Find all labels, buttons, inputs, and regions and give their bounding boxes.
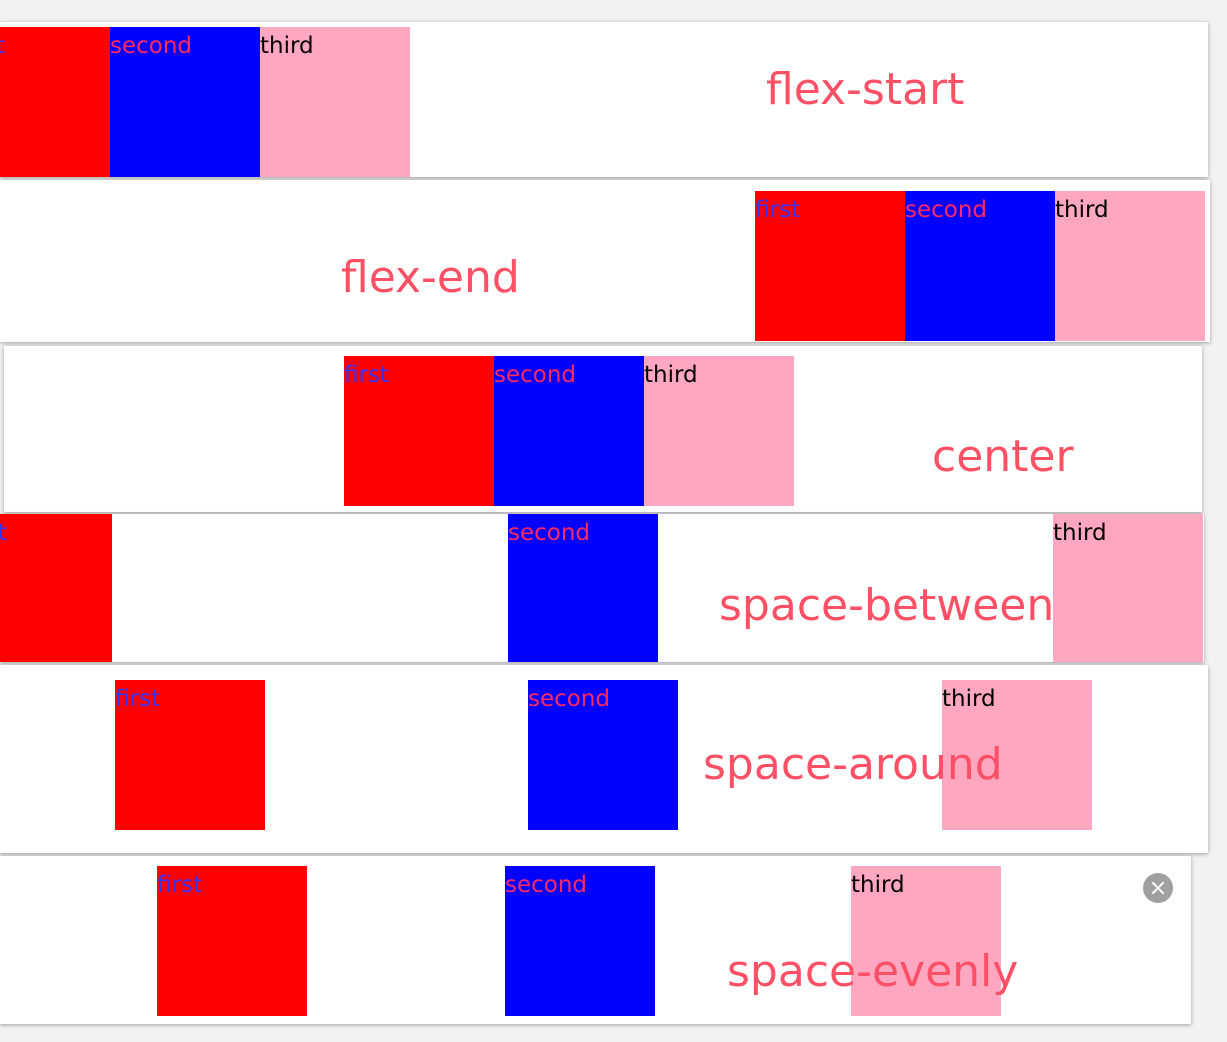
box-first: first — [344, 356, 494, 506]
close-icon[interactable] — [1143, 873, 1173, 903]
box-first: first — [0, 514, 112, 662]
row-label: space-evenly — [727, 946, 1019, 997]
box-first: first — [0, 27, 110, 177]
box-second: second — [528, 680, 678, 830]
box-third: third — [1055, 191, 1205, 341]
box-second: second — [494, 356, 644, 506]
box-second: second — [905, 191, 1055, 341]
row-label: flex-end — [341, 252, 520, 303]
box-first: first — [755, 191, 905, 341]
row-label: space-around — [703, 739, 1003, 790]
row-label: center — [932, 431, 1074, 482]
row-space-between: first second third space-between — [0, 514, 1204, 662]
row-center: first second third center — [4, 346, 1202, 512]
row-flex-end: first second third flex-end — [0, 180, 1210, 342]
box-third: third — [644, 356, 794, 506]
box-second: second — [110, 27, 260, 177]
box-second: second — [508, 514, 658, 662]
box-third: third — [1053, 514, 1203, 662]
box-third: third — [851, 866, 1001, 1016]
box-third: third — [260, 27, 410, 177]
row-space-around: first second third space-around — [0, 665, 1208, 853]
box-second: second — [505, 866, 655, 1016]
row-label: space-between — [719, 580, 1055, 631]
row-flex-start: first second third flex-start — [0, 22, 1208, 177]
box-first: first — [115, 680, 265, 830]
box-first: first — [157, 866, 307, 1016]
row-label: flex-start — [766, 64, 965, 115]
row-space-evenly: first second third space-evenly — [0, 856, 1191, 1024]
box-third: third — [942, 680, 1092, 830]
